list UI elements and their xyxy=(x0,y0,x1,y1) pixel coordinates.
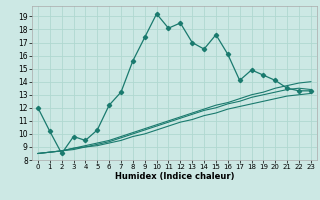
X-axis label: Humidex (Indice chaleur): Humidex (Indice chaleur) xyxy=(115,172,234,181)
